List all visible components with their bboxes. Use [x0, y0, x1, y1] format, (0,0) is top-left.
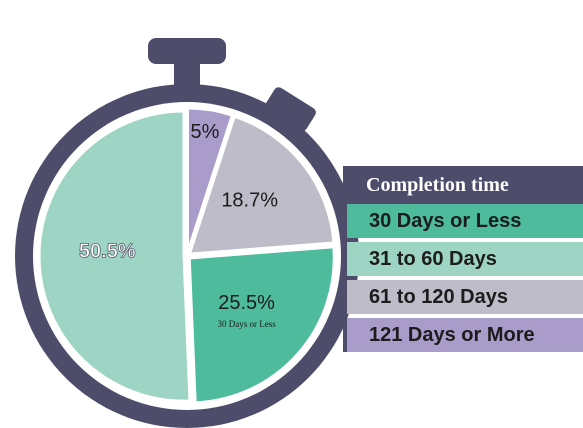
- pie-slice-30-days-or-less: [187, 245, 336, 405]
- pie-slice-61-to-120-days: [187, 114, 336, 256]
- legend-item-30-days-or-less: 30 Days or Less: [343, 204, 583, 238]
- slice-value-label: 50.5%: [79, 241, 136, 263]
- legend-title: Completion time: [343, 166, 583, 204]
- pie-slice-121-days-or-more: [185, 106, 235, 254]
- slice-sublabel: 30 Days or Less: [217, 319, 276, 329]
- slice-value-label: 25.5%: [218, 292, 275, 314]
- stopwatch-crown: [148, 38, 226, 64]
- legend-item-61-to-120-days: 61 to 120 Days: [343, 280, 583, 314]
- slice-value-label: 18.7%: [221, 190, 278, 212]
- stopwatch-side-button: [265, 87, 316, 132]
- legend-item-31-to-60-days: 31 to 60 Days: [343, 242, 583, 276]
- slice-value-label: 5%: [191, 121, 220, 143]
- pie-slice-31-to-60-days: [37, 109, 192, 403]
- legend-item-121-days-or-more: 121 Days or More: [343, 318, 583, 352]
